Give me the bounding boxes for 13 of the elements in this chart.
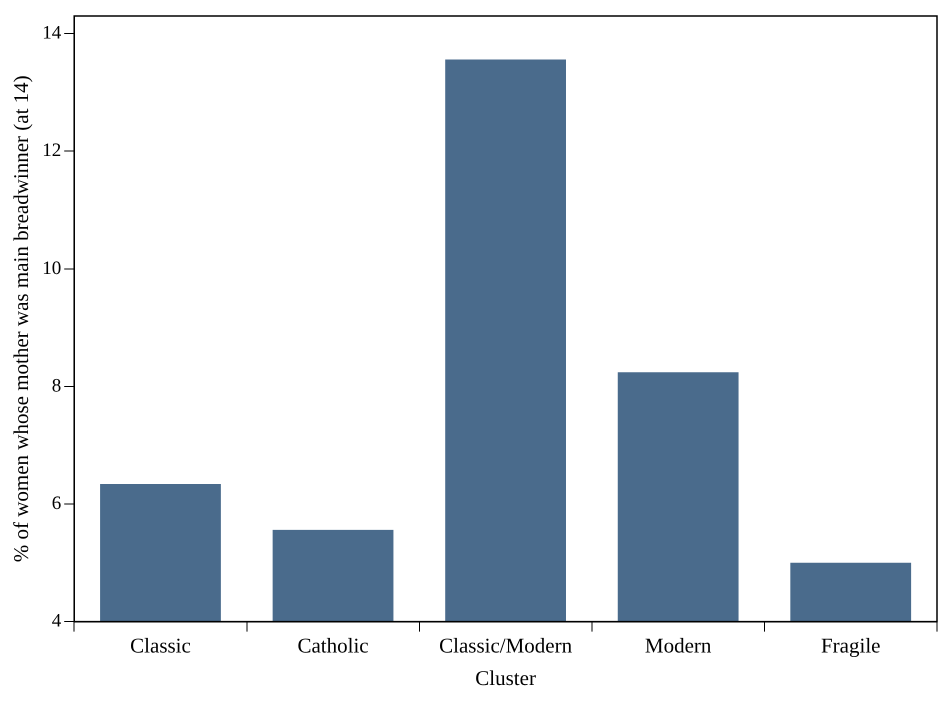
x-tick-label: Classic xyxy=(130,634,191,658)
y-tick-label: 4 xyxy=(52,610,62,632)
y-tick-label: 10 xyxy=(42,258,62,279)
x-tick-label: Catholic xyxy=(297,634,369,658)
x-axis-title: Cluster xyxy=(475,666,536,690)
y-tick-label: 12 xyxy=(42,140,62,162)
y-tick-label: 6 xyxy=(52,492,62,514)
x-tick-label: Modern xyxy=(644,634,712,658)
x-tick-label: Fragile xyxy=(820,634,880,658)
y-tick-label: 8 xyxy=(52,375,62,396)
x-tick-label: Classic/Modern xyxy=(439,634,573,658)
y-axis-title: % of women whose mother was main breadwinner (at 14) xyxy=(9,75,34,562)
y-tick-label: 14 xyxy=(42,22,62,44)
